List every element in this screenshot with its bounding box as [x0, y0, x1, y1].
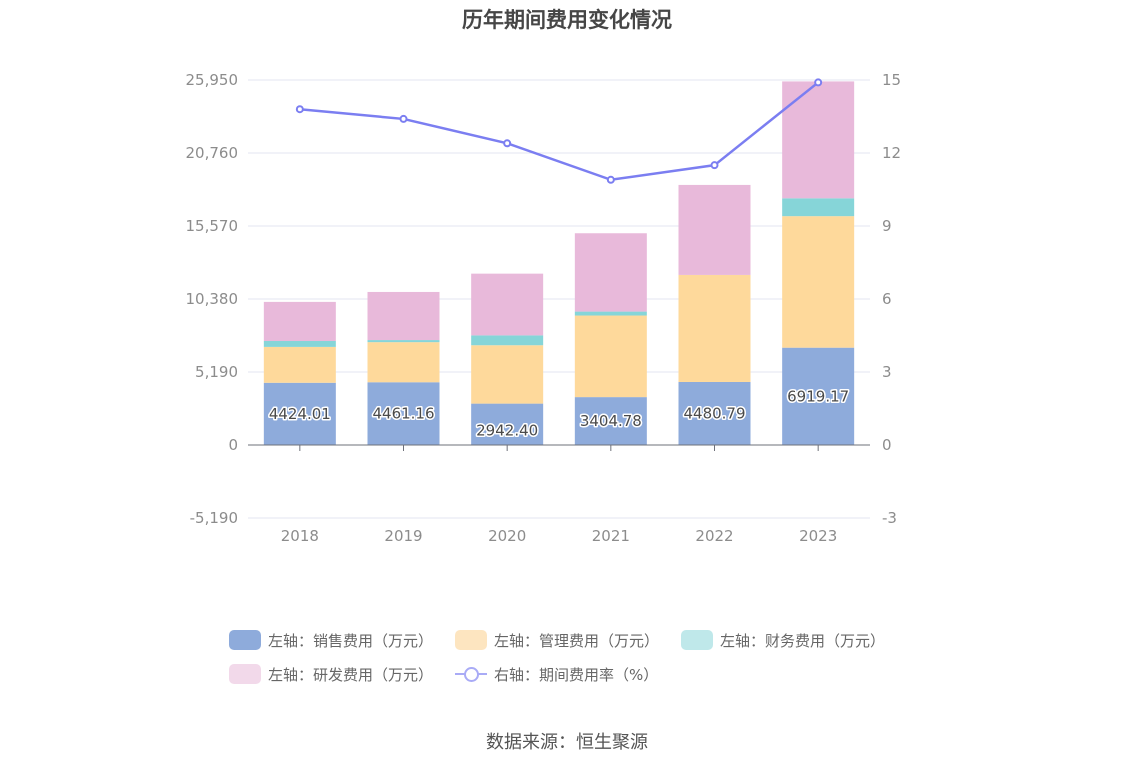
bar-segment	[782, 347, 855, 445]
data-source: 数据来源：恒生聚源	[486, 732, 648, 753]
y-right-tick-label: 12	[882, 144, 901, 162]
line-point	[503, 139, 512, 148]
bar-segment	[471, 273, 544, 336]
legend-label-expense-ratio: 右轴：期间费用率（%）	[494, 665, 659, 684]
legend-label-finance: 左轴：财务费用（万元）	[720, 631, 886, 650]
legend-label-admin: 左轴：管理费用（万元）	[494, 631, 660, 650]
legend-swatch-admin	[455, 630, 488, 650]
legend-item-admin[interactable]: 左轴：管理费用（万元）	[455, 628, 659, 652]
x-tick-label: 2019	[384, 527, 422, 545]
y-right-tick-label: 3	[882, 363, 892, 381]
bar-segment	[574, 311, 647, 316]
legend-item-rnd[interactable]: 左轴：研发费用（万元）	[229, 662, 433, 686]
x-tick-label: 2018	[281, 527, 319, 545]
y-right-tick-label: 15	[882, 71, 901, 89]
chart-title: 历年期间费用变化情况	[462, 8, 672, 32]
x-tick-label: 2022	[695, 527, 733, 545]
data-label: 2942.40	[476, 421, 538, 439]
bar-segment	[263, 382, 336, 445]
bar-segment	[678, 381, 751, 445]
bar-segment	[471, 403, 544, 445]
legend-item-sales[interactable]: 左轴：销售费用（万元）	[229, 628, 433, 652]
line-point	[710, 161, 719, 170]
bar-segment	[782, 216, 855, 348]
data-label: 4461.16	[372, 405, 434, 423]
x-tick-label: 2020	[488, 527, 526, 545]
bar-segment	[367, 342, 440, 383]
legend-swatch-finance	[681, 630, 714, 650]
legend-item-expense-ratio[interactable]: 右轴：期间费用率（%）	[455, 662, 658, 686]
legend-line-marker-icon	[455, 664, 488, 684]
bar-segment	[782, 198, 855, 217]
legend-swatch-sales	[229, 630, 261, 650]
y-right-tick-label: 0	[882, 436, 892, 454]
bar-segment	[367, 382, 440, 445]
y-left-tick-label: -5,190	[190, 509, 238, 527]
data-label: 4424.01	[269, 405, 331, 423]
bar-segment	[367, 340, 440, 343]
line-point	[606, 175, 615, 184]
y-left-tick-label: 5,190	[195, 363, 238, 381]
x-tick-label: 2021	[592, 527, 630, 545]
legend-item-finance[interactable]: 左轴：财务费用（万元）	[681, 628, 885, 652]
bar-segment	[263, 340, 336, 347]
bar-segment	[678, 274, 751, 382]
bar-segment	[263, 346, 336, 383]
y-left-tick-label: 15,570	[186, 217, 239, 235]
bar-segment	[574, 315, 647, 398]
x-tick-label: 2023	[799, 527, 837, 545]
data-label: 3404.78	[580, 412, 642, 430]
y-right-tick-label: 6	[882, 290, 892, 308]
bar-segment	[574, 233, 647, 312]
data-label: 4480.79	[683, 404, 745, 422]
y-left-tick-label: 0	[228, 436, 238, 454]
y-left-tick-label: 20,760	[186, 144, 239, 162]
bar-segment	[471, 345, 544, 404]
line-point	[295, 105, 304, 114]
expense-ratio-line	[299, 81, 819, 182]
data-label: 6919.17	[787, 387, 849, 405]
bar-segment	[263, 301, 336, 341]
y-right-tick-label: 9	[882, 217, 892, 235]
y-left-tick-label: 25,950	[186, 71, 239, 89]
bar-segment	[367, 291, 440, 341]
legend-label-rnd: 左轴：研发费用（万元）	[268, 665, 434, 684]
line-point	[814, 78, 823, 87]
bar-segment	[678, 184, 751, 275]
bar-segment	[782, 81, 855, 199]
bar-segment	[574, 397, 647, 445]
bar-segment	[471, 335, 544, 346]
legend-swatch-rnd	[229, 664, 261, 684]
y-right-tick-label: -3	[882, 509, 897, 527]
line-point	[399, 114, 408, 123]
chart-legend: 左轴：销售费用（万元） 左轴：管理费用（万元） 左轴：财务费用（万元） 左轴：研…	[229, 628, 929, 686]
legend-label-sales: 左轴：销售费用（万元）	[268, 631, 434, 650]
y-left-tick-label: 10,380	[186, 290, 239, 308]
chart-plot: -5,190 -3 0 0 5,190 3 10,380 6 15,570 9 20,760 12 25…	[186, 71, 902, 545]
